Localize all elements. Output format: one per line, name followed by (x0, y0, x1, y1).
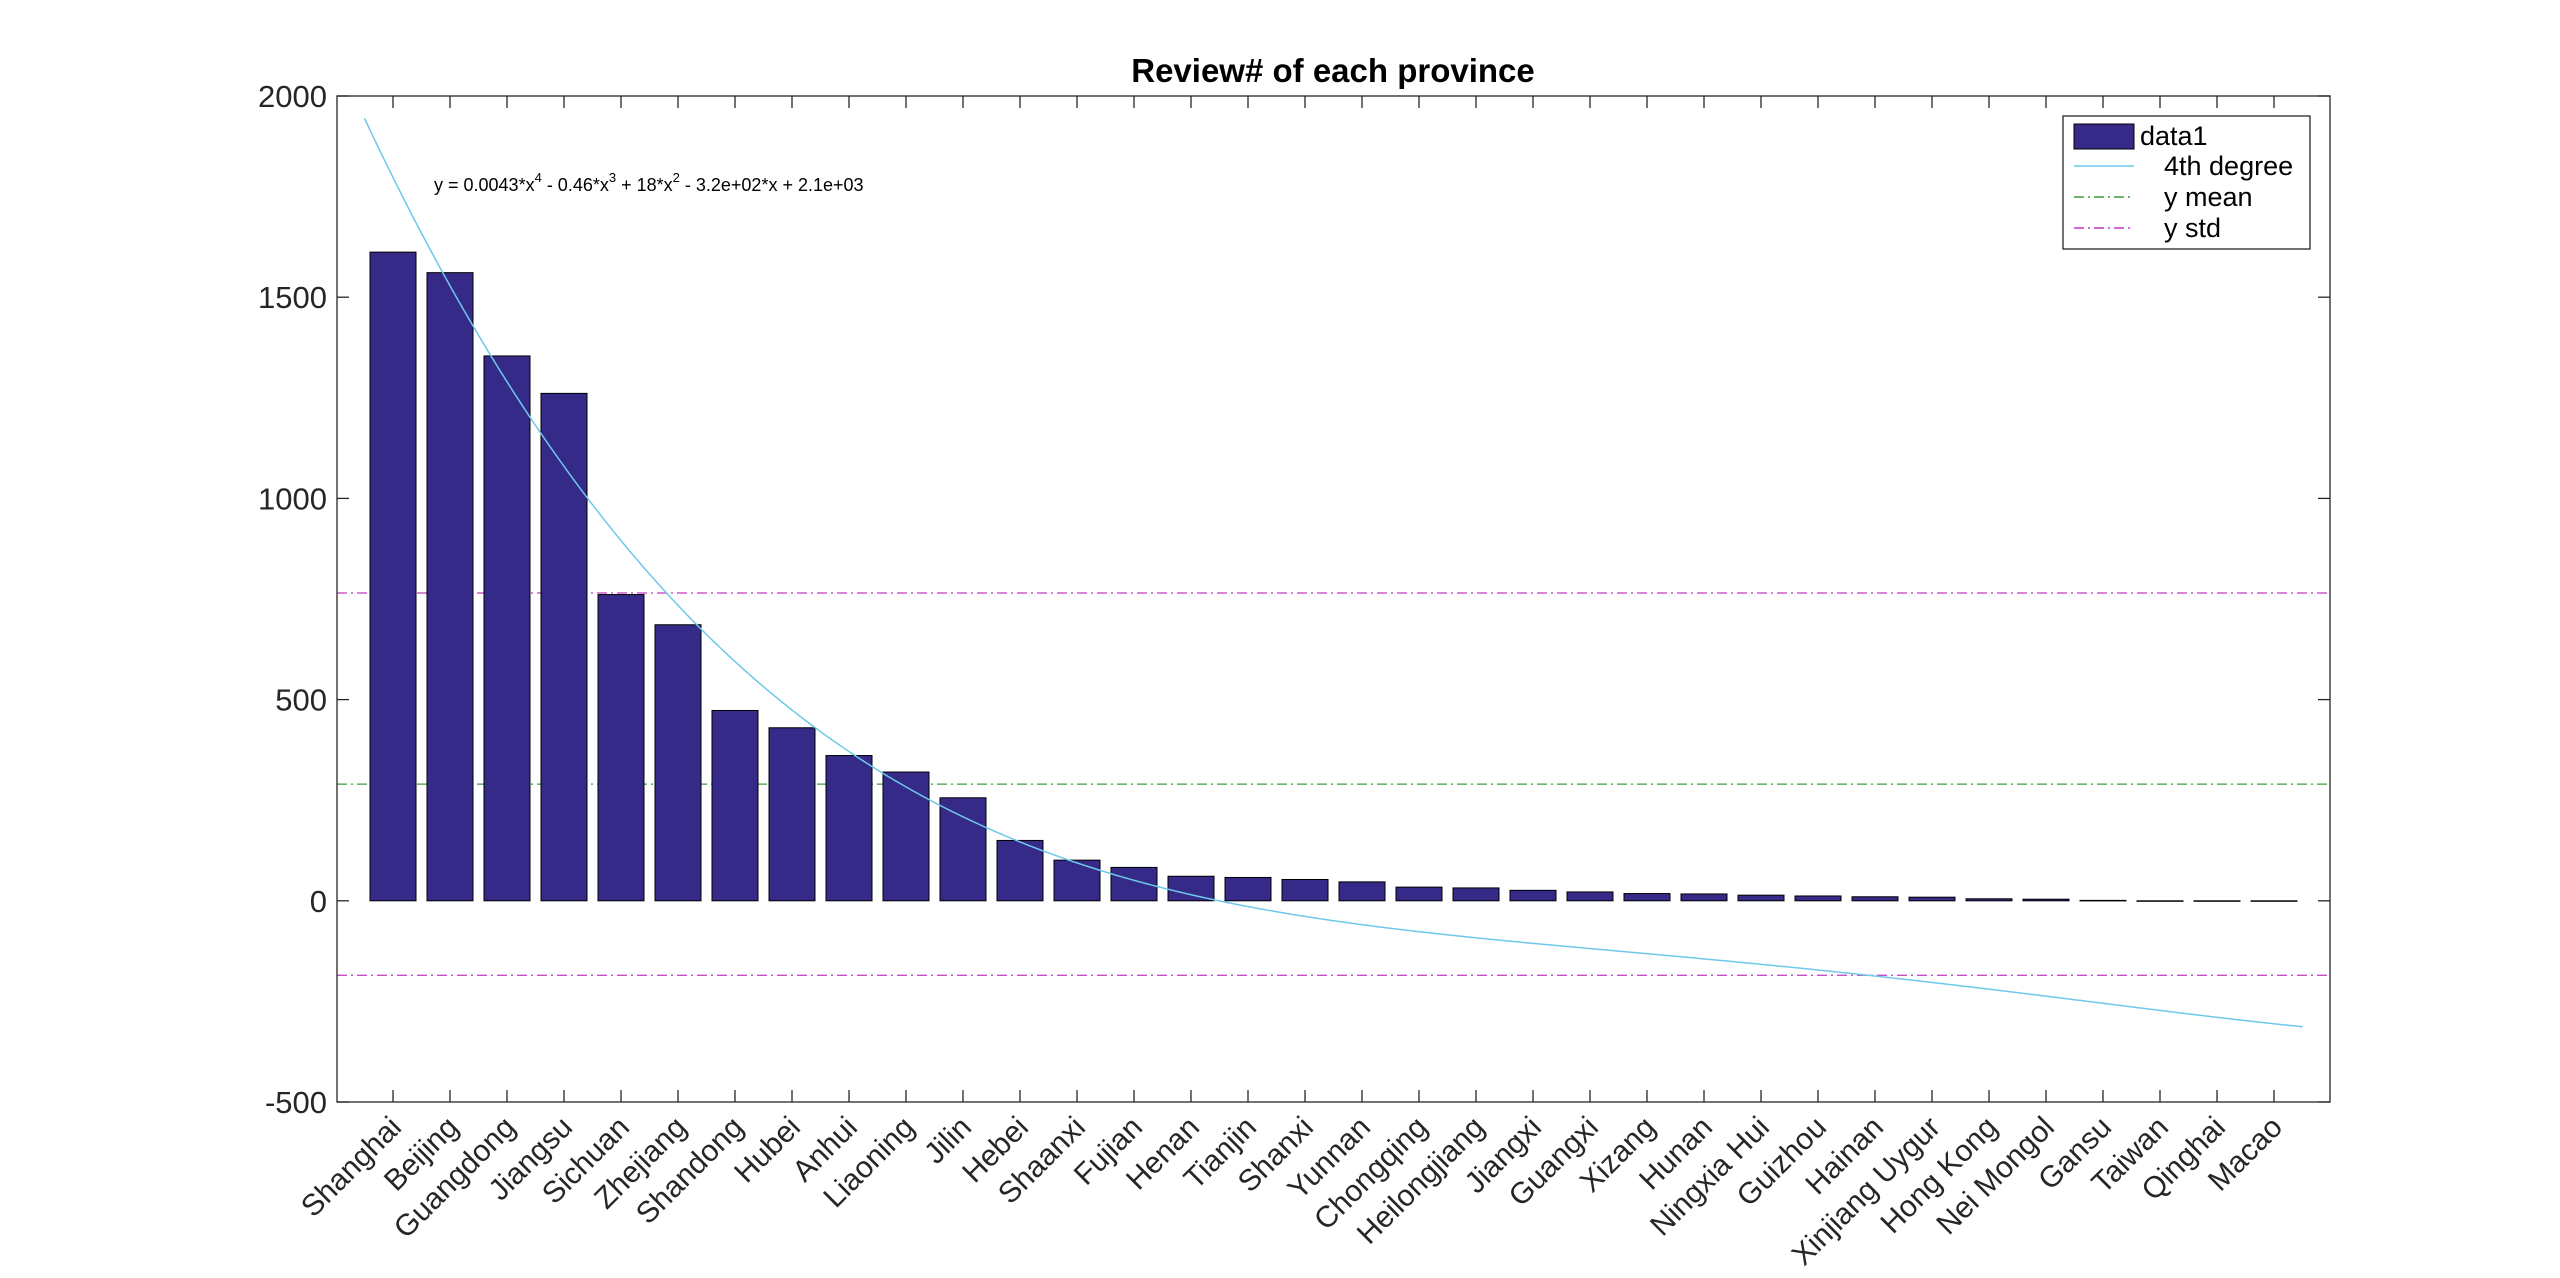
fit-curve (363, 118, 2303, 1028)
equation-exponent-3: 2 (673, 170, 680, 185)
y-tick-label: -500 (265, 1085, 327, 1120)
x-tick-label: Hubei (728, 1111, 807, 1190)
bar-yunnan (1338, 881, 1386, 902)
bar-hunan (1680, 893, 1728, 902)
bar-zhejiang (654, 624, 702, 902)
equation-part-3: + 18*x (616, 175, 673, 195)
bar-shandong (711, 709, 759, 902)
bar-hubei (768, 727, 816, 902)
reference-lines (337, 592, 2330, 976)
bar-hainan (1851, 896, 1899, 902)
equation-exponent-2: 3 (609, 170, 616, 185)
bar-hong-kong (1965, 898, 2013, 902)
bar-jiangsu (540, 392, 588, 902)
equation-part-4: - 3.2e+02*x + 2.1e+03 (680, 175, 864, 195)
y-tick-label: 1000 (258, 481, 327, 516)
legend: data1 4th degree y mean y std (2062, 115, 2311, 250)
bar-gansu (2079, 899, 2127, 902)
bar-hebei (996, 839, 1044, 902)
bar-chongqing (1395, 886, 1443, 902)
bar-jilin (939, 797, 987, 902)
y-tick-label: 0 (310, 884, 327, 919)
bar-heilongjiang (1452, 887, 1500, 902)
bar-shaanxi (1053, 859, 1101, 902)
legend-label-std: y std (2164, 213, 2221, 243)
equation-exponent-1: 4 (535, 170, 542, 185)
plot-frame (336, 95, 2331, 1103)
y-tick-label: 2000 (258, 79, 327, 114)
bar-shanghai (369, 251, 417, 902)
bars (369, 251, 2298, 902)
bar-nei-mongol (2022, 898, 2070, 902)
bar-anhui (825, 755, 873, 902)
y-tick-label: 500 (275, 683, 327, 718)
bar-beijing (426, 272, 474, 902)
bar-xinjiang-uygur (1908, 896, 1956, 902)
bar-henan (1167, 875, 1215, 902)
bar-macao (2250, 900, 2298, 902)
legend-label-fit: 4th degree (2164, 151, 2293, 181)
bar-qinghai (2193, 900, 2241, 902)
bar-jiangxi (1509, 889, 1557, 902)
bar-tianjin (1224, 876, 1272, 902)
legend-label-mean: y mean (2164, 182, 2253, 212)
bar-shanxi (1281, 878, 1329, 902)
bar-guangxi (1566, 891, 1614, 902)
fit-equation: y = 0.0043*x4 - 0.46*x3 + 18*x2 - 3.2e+0… (434, 170, 864, 195)
legend-label-data1: data1 (2140, 121, 2208, 151)
bar-xizang (1623, 893, 1671, 902)
bar-liaoning (882, 771, 930, 902)
bar-guangdong (483, 355, 531, 902)
bar-sichuan (597, 594, 645, 902)
legend-swatch-data1 (2073, 123, 2135, 150)
plot-area (337, 96, 2330, 1102)
bar-taiwan (2136, 900, 2184, 902)
fit-curve-group (363, 118, 2303, 1028)
y-axis: -500 0 500 1000 1500 2000 (258, 79, 2330, 1120)
bar-guizhou (1794, 895, 1842, 902)
bar-ningxia-hui (1737, 894, 1785, 902)
y-tick-label: 1500 (258, 280, 327, 315)
equation-part-1: y = 0.0043*x (434, 175, 535, 195)
chart-title: Review# of each province (1131, 52, 1535, 89)
equation-part-2: - 0.46*x (542, 175, 609, 195)
